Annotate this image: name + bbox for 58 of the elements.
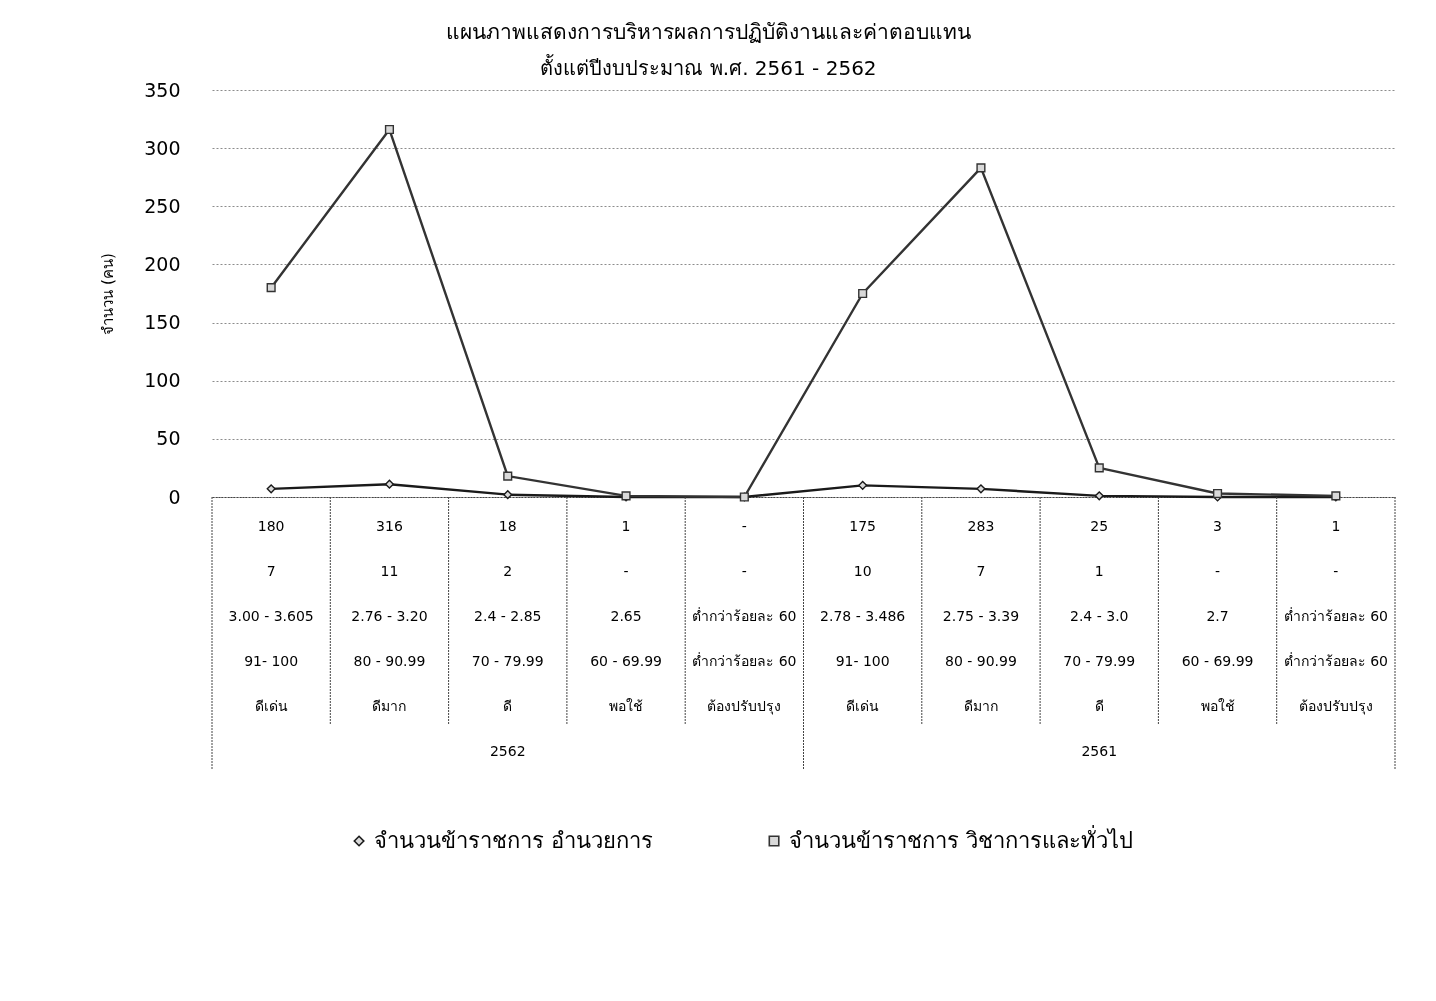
- text: 2562: [489, 743, 526, 759]
- category-label: 2.4 - 3.0 70 - 79.99 ดี: [1063, 608, 1136, 714]
- data-label: -: [741, 518, 747, 534]
- point: [1212, 488, 1223, 499]
- point: [503, 471, 513, 481]
- category-label: 2.65 60 - 69.99 พอใช้: [590, 608, 662, 714]
- data-label: -: [1333, 563, 1339, 579]
- legend-label: จำนวนข้าราชการ อำนวยการ: [374, 828, 654, 853]
- y-tick-label: 300: [144, 136, 181, 159]
- data-label: 1: [1094, 563, 1104, 579]
- point: [858, 480, 868, 490]
- y-tick-label: 50: [156, 427, 181, 450]
- category-label: 2.78 - 3.486 91- 100 ดีเด่น: [820, 608, 906, 714]
- data-label: -: [741, 563, 747, 579]
- data-label: 25: [1090, 518, 1109, 534]
- category-label: 2.75 - 3.39 80 - 90.99 ดีมาก: [942, 608, 1020, 714]
- y-tick-label: 150: [144, 311, 181, 334]
- category-label: 2.4 - 2.85 70 - 79.99 ดี: [471, 608, 544, 714]
- data-label: 1: [1331, 518, 1341, 534]
- data-label: 316: [376, 518, 403, 534]
- data-label: 283: [967, 518, 995, 534]
- category-label: 3.00 - 3.605 91- 100 ดีเด่น: [228, 608, 314, 714]
- data-label: -: [623, 563, 629, 579]
- data-label: 11: [380, 563, 399, 579]
- data-label: 175: [849, 518, 877, 534]
- y-tick-label: 200: [144, 252, 181, 275]
- legend-label: จำนวนข้าราชการ วิชาการและทั่วไป: [789, 825, 1134, 853]
- data-label: 10: [853, 563, 872, 579]
- y-axis-title: จำนวน (คน): [99, 253, 118, 335]
- category-label: 2.7 60 - 69.99 พอใช้: [1181, 608, 1254, 714]
- point: [976, 484, 986, 494]
- text: 2561: [1081, 743, 1118, 759]
- y-tick-label: 250: [144, 194, 181, 217]
- point: [384, 124, 395, 135]
- category-label: ต่ำกว่าร้อยละ 60 ต่ำกว่าร้อยละ 60 ต้องปรับปรุง: [692, 608, 797, 714]
- point: [1094, 491, 1104, 501]
- point: [1094, 463, 1104, 473]
- y-tick-label: 350: [144, 78, 181, 101]
- data-label: 2: [503, 563, 513, 579]
- point: [384, 479, 395, 489]
- chart-subtitle: ตั้งแต่ปีงบประมาณ พ.ศ. 2561 - 2562: [540, 54, 877, 80]
- chart-title: แผนภาพแสดงการบริหารผลการปฏิบัติงานและค่าตอบแทน: [446, 20, 971, 44]
- category-label: ต่ำกว่าร้อยละ 60 ต่ำกว่าร้อยละ 60 ต้องปรับปรุง: [1283, 608, 1388, 714]
- point: [266, 283, 276, 293]
- y-tick-label: 0: [168, 485, 181, 508]
- data-label: 18: [498, 518, 517, 534]
- data-label: 1: [621, 518, 631, 534]
- point: [976, 163, 986, 173]
- y-tick-label: 100: [144, 369, 181, 392]
- data-label: 180: [257, 518, 285, 534]
- data-label: 3: [1213, 518, 1223, 534]
- category-label: 2.76 - 3.20 80 - 90.99 ดีมาก: [351, 608, 428, 714]
- data-label: -: [1215, 563, 1221, 579]
- data-label: 7: [976, 563, 986, 579]
- point: [503, 490, 513, 500]
- point: [858, 288, 868, 299]
- data-label: 7: [266, 563, 276, 579]
- point: [266, 484, 276, 494]
